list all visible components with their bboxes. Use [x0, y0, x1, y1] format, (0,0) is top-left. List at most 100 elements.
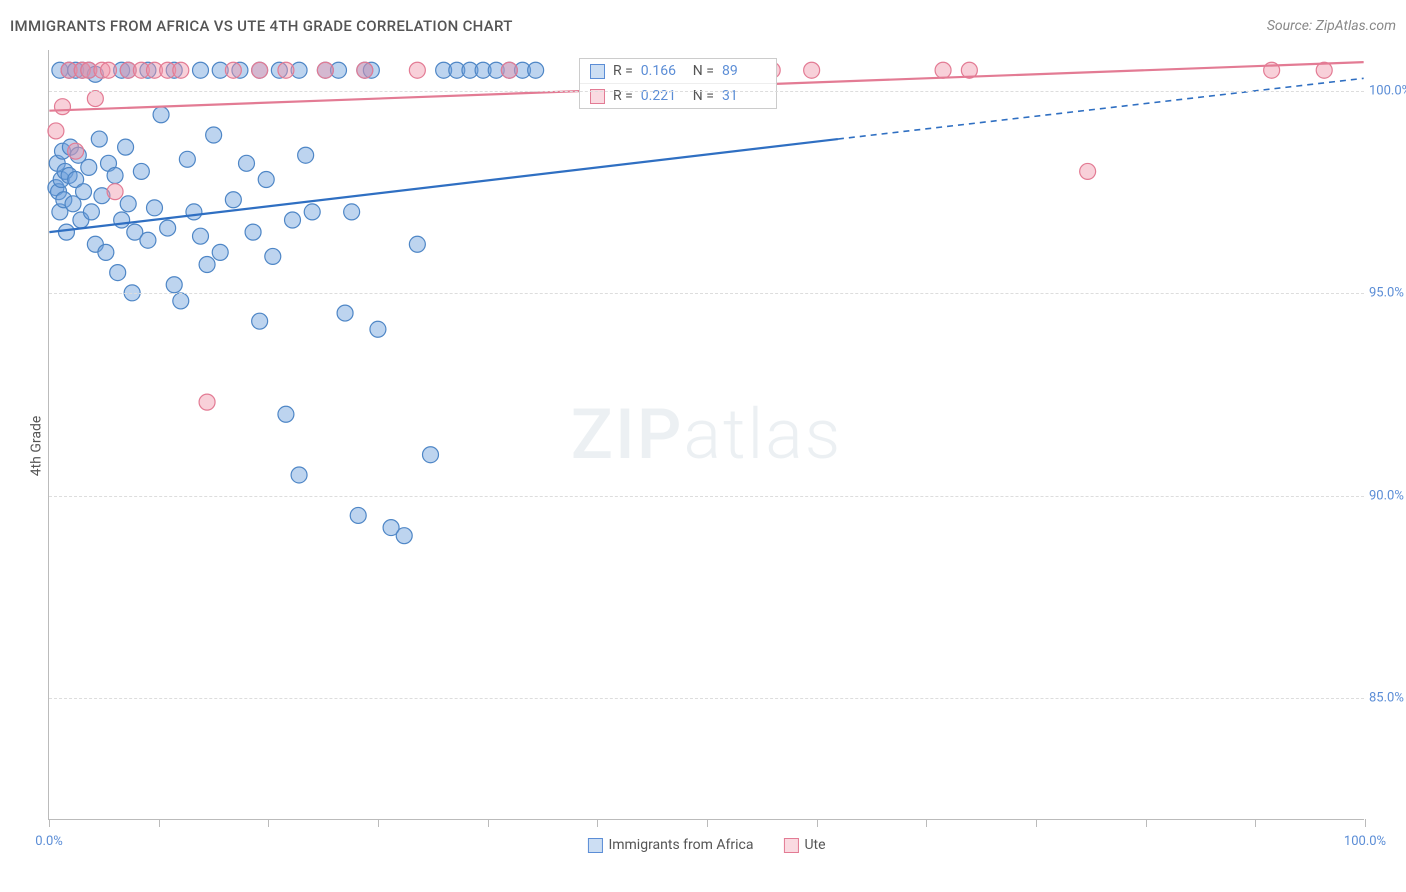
scatter-point: [278, 62, 294, 78]
title-bar: IMMIGRANTS FROM AFRICA VS UTE 4TH GRADE …: [10, 14, 1396, 38]
x-tick-minor: [378, 819, 379, 827]
scatter-point: [114, 212, 130, 228]
y-tick-label: 85.0%: [1369, 691, 1406, 706]
scatter-point: [107, 167, 123, 183]
scatter-point: [166, 277, 182, 293]
x-tick-minor: [1146, 819, 1147, 827]
scatter-point: [76, 184, 92, 200]
x-tick-minor: [707, 819, 708, 827]
scatter-point: [81, 159, 97, 175]
scatter-point: [804, 62, 820, 78]
y-axis-label: 4th Grade: [28, 416, 44, 477]
scatter-point: [199, 394, 215, 410]
scatter-point: [206, 127, 222, 143]
scatter-point: [193, 62, 209, 78]
scatter-point: [87, 91, 103, 107]
scatter-point: [225, 192, 241, 208]
x-tick-minor: [1255, 819, 1256, 827]
stats-r-label: R =: [613, 63, 633, 79]
scatter-point: [357, 62, 373, 78]
scatter-point: [91, 131, 107, 147]
scatter-point: [423, 447, 439, 463]
chart-container: IMMIGRANTS FROM AFRICA VS UTE 4TH GRADE …: [0, 0, 1406, 892]
scatter-point: [245, 224, 261, 240]
scatter-point: [193, 228, 209, 244]
scatter-point: [212, 244, 228, 260]
scatter-point: [265, 248, 281, 264]
legend-label-pink: Ute: [804, 837, 825, 853]
x-tick-minor: [817, 819, 818, 827]
scatter-point: [225, 62, 241, 78]
y-tick-label: 90.0%: [1369, 488, 1406, 503]
plot-area: ZIPatlas R = 0.166 N = 89 R = 0.221 N = …: [48, 50, 1364, 820]
scatter-point: [285, 212, 301, 228]
scatter-point: [252, 313, 268, 329]
stats-box: R = 0.166 N = 89 R = 0.221 N = 31: [579, 58, 777, 109]
scatter-point: [1080, 163, 1096, 179]
legend-item-pink: Ute: [783, 837, 825, 853]
scatter-point: [55, 99, 71, 115]
scatter-point: [239, 155, 255, 171]
regression-line: [49, 139, 838, 232]
scatter-point: [160, 220, 176, 236]
scatter-point: [409, 62, 425, 78]
scatter-point: [304, 204, 320, 220]
scatter-point: [258, 172, 274, 188]
scatter-point: [186, 204, 202, 220]
scatter-point: [98, 244, 114, 260]
scatter-point: [278, 406, 294, 422]
scatter-point: [337, 305, 353, 321]
legend-swatch-pink: [783, 838, 798, 853]
legend-swatch-blue: [587, 838, 602, 853]
scatter-point: [935, 62, 951, 78]
gridline-h: [49, 698, 1364, 699]
y-tick-label: 100.0%: [1369, 83, 1406, 98]
scatter-point: [107, 184, 123, 200]
scatter-point: [147, 200, 163, 216]
x-tick-minor: [926, 819, 927, 827]
scatter-point: [173, 62, 189, 78]
scatter-point: [120, 196, 136, 212]
scatter-point: [83, 204, 99, 220]
scatter-point: [528, 62, 544, 78]
stats-n-value: 89: [722, 63, 766, 79]
source-attribution: Source: ZipAtlas.com: [1267, 18, 1396, 34]
x-tick-minor: [159, 819, 160, 827]
scatter-point: [58, 224, 74, 240]
scatter-point: [153, 107, 169, 123]
x-tick-label: 100.0%: [1344, 834, 1386, 849]
scatter-point: [252, 62, 268, 78]
gridline-h: [49, 91, 1364, 92]
scatter-point: [140, 232, 156, 248]
stats-swatch-blue: [590, 64, 605, 79]
x-tick-minor: [488, 819, 489, 827]
stats-r-value: 0.166: [641, 63, 685, 79]
legend-item-blue: Immigrants from Africa: [587, 837, 753, 853]
gridline-h: [49, 496, 1364, 497]
legend-label-blue: Immigrants from Africa: [608, 837, 753, 853]
x-tick-label: 0.0%: [35, 834, 63, 849]
x-tick-minor: [1036, 819, 1037, 827]
scatter-point: [291, 467, 307, 483]
scatter-point: [396, 528, 412, 544]
scatter-point: [118, 139, 134, 155]
scatter-point: [344, 204, 360, 220]
x-tick-minor: [597, 819, 598, 827]
bottom-legend: Immigrants from Africa Ute: [587, 837, 825, 853]
scatter-point: [68, 143, 84, 159]
chart-title: IMMIGRANTS FROM AFRICA VS UTE 4TH GRADE …: [10, 17, 513, 35]
scatter-point: [370, 321, 386, 337]
scatter-point: [179, 151, 195, 167]
x-tick: [49, 819, 50, 827]
gridline-h: [49, 293, 1364, 294]
scatter-point: [317, 62, 333, 78]
scatter-point: [101, 62, 117, 78]
scatter-point: [133, 163, 149, 179]
x-tick: [1365, 819, 1366, 827]
stats-row-pink: R = 0.221 N = 31: [580, 84, 776, 108]
scatter-point: [409, 236, 425, 252]
scatter-point: [110, 265, 126, 281]
stats-row-blue: R = 0.166 N = 89: [580, 59, 776, 84]
y-tick-label: 95.0%: [1369, 286, 1406, 301]
scatter-point: [173, 293, 189, 309]
